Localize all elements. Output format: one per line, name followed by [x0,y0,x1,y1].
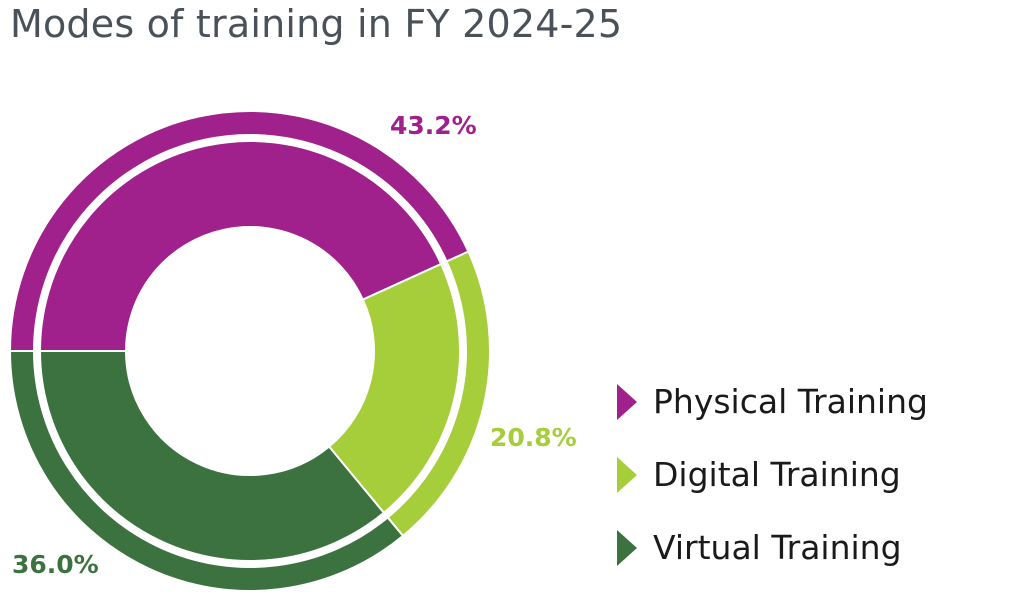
triangle-marker-icon [617,457,637,493]
triangle-marker-icon [617,384,637,420]
legend-item-physical: Physical Training [617,380,928,453]
legend-item-virtual: Virtual Training [617,526,928,599]
donut-slice-virtual-outer [8,350,405,592]
legend-label: Physical Training [653,382,928,421]
chart-title: Modes of training in FY 2024-25 [10,2,623,46]
donut-chart [8,110,491,592]
donut-slice-physical [38,140,443,352]
donut-slice-digital [327,262,461,515]
value-label-digital: 20.8% [490,423,577,452]
triangle-marker-icon [617,530,637,566]
legend-label: Digital Training [653,455,901,494]
donut-slice-virtual [38,350,386,562]
value-label-virtual: 36.0% [12,550,99,579]
legend: Physical Training Digital Training Virtu… [617,380,928,599]
value-label-physical: 43.2% [390,111,477,140]
legend-item-digital: Digital Training [617,453,928,526]
legend-label: Virtual Training [653,528,902,567]
